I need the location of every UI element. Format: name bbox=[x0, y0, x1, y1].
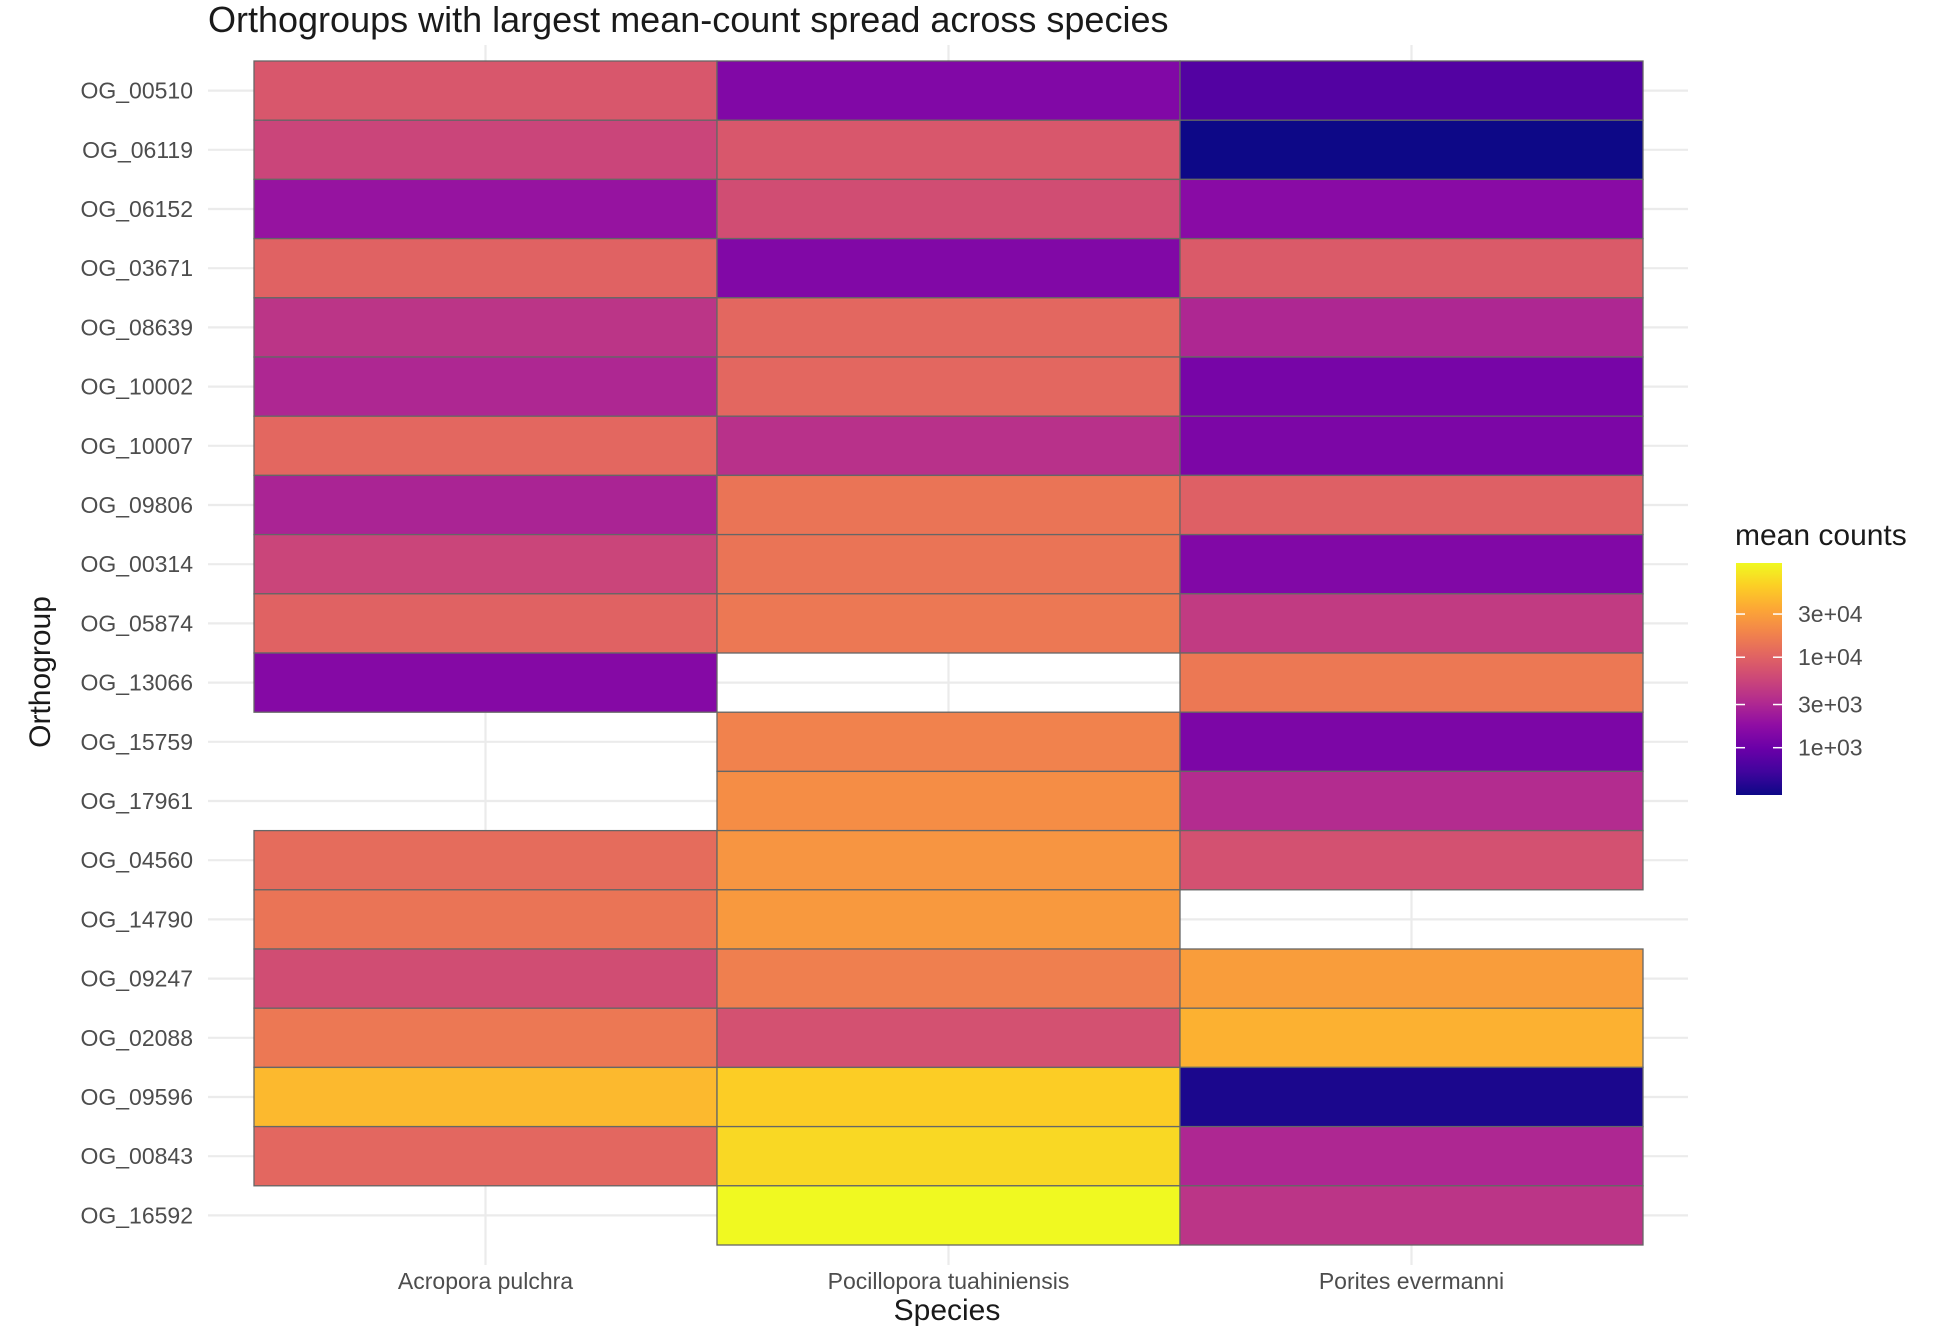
legend-label: 3e+04 bbox=[1798, 601, 1863, 627]
heatmap-cell bbox=[253, 356, 718, 417]
y-tick-label: OG_10007 bbox=[80, 433, 193, 459]
heatmap-cell bbox=[1179, 119, 1644, 181]
heatmap-cell bbox=[253, 297, 718, 358]
y-tick-label: OG_15759 bbox=[80, 729, 193, 755]
x-axis-title: Species bbox=[894, 1294, 1001, 1326]
heatmap-cell bbox=[1179, 415, 1644, 477]
heatmap-cell bbox=[1179, 1185, 1644, 1246]
heatmap-cell bbox=[716, 1066, 1181, 1128]
heatmap-cell bbox=[1179, 593, 1644, 654]
x-tick-label: Porites evermanni bbox=[1319, 1268, 1504, 1294]
y-tick-label: OG_04560 bbox=[80, 847, 193, 873]
y-tick-label: OG_00510 bbox=[80, 78, 193, 104]
y-tick-label: OG_13066 bbox=[80, 670, 193, 696]
y-tick-label: OG_00843 bbox=[80, 1143, 193, 1169]
x-tick-label: Acropora pulchra bbox=[398, 1268, 573, 1294]
heatmap-cell bbox=[716, 474, 1181, 536]
heatmap-cell bbox=[716, 415, 1181, 477]
heatmap-cell bbox=[716, 533, 1181, 595]
heatmap-cell bbox=[1179, 1007, 1644, 1069]
heatmap-cell bbox=[1179, 533, 1644, 595]
heatmap-cell bbox=[716, 237, 1181, 299]
heatmap-cell bbox=[716, 297, 1181, 358]
y-tick-label: OG_03671 bbox=[80, 255, 193, 281]
heatmap-cell bbox=[716, 60, 1181, 121]
y-tick-label: OG_16592 bbox=[80, 1202, 193, 1228]
heatmap-cell bbox=[1179, 178, 1644, 240]
y-tick-label: OG_06152 bbox=[80, 196, 193, 222]
y-tick-label: OG_05874 bbox=[80, 610, 193, 636]
heatmap-cell bbox=[716, 178, 1181, 240]
y-tick-label: OG_14790 bbox=[80, 906, 193, 932]
y-axis-title: Orthogroup bbox=[24, 596, 57, 748]
heatmap-cell bbox=[253, 415, 718, 477]
y-tick-label: OG_06119 bbox=[82, 137, 193, 163]
y-tick-label: OG_10002 bbox=[80, 374, 193, 400]
heatmap-cell bbox=[253, 593, 718, 654]
heatmap-cell bbox=[253, 237, 718, 299]
heatmap-cell bbox=[716, 770, 1181, 832]
y-tick-label: OG_02088 bbox=[80, 1025, 193, 1051]
heatmap-cell bbox=[1179, 948, 1644, 1009]
heatmap-cell bbox=[1179, 1125, 1644, 1187]
legend-label: 3e+03 bbox=[1798, 692, 1863, 718]
heatmap-cell bbox=[716, 948, 1181, 1009]
heatmap-cell bbox=[716, 119, 1181, 181]
heatmap-cell bbox=[716, 356, 1181, 417]
heatmap-cell bbox=[716, 593, 1181, 654]
heatmap-cell bbox=[1179, 1066, 1644, 1128]
legend-colorbar bbox=[1736, 563, 1782, 795]
heatmap-cell bbox=[716, 1185, 1181, 1246]
legend-label: 1e+03 bbox=[1798, 735, 1863, 761]
heatmap-cell bbox=[253, 178, 718, 240]
heatmap-cell bbox=[1179, 770, 1644, 832]
y-tick-label: OG_00314 bbox=[80, 551, 193, 577]
heatmap-cell bbox=[253, 533, 718, 595]
heatmap-cell bbox=[253, 652, 718, 713]
y-tick-label: OG_09247 bbox=[80, 966, 193, 992]
heatmap-cell bbox=[253, 119, 718, 181]
heatmap-cell bbox=[1179, 711, 1644, 773]
heatmap-cell bbox=[1179, 652, 1644, 713]
heatmap-cells bbox=[253, 60, 1644, 1246]
heatmap-cell bbox=[1179, 356, 1644, 417]
heatmap-cell bbox=[716, 1007, 1181, 1069]
chart-title: Orthogroups with largest mean-count spre… bbox=[208, 0, 1168, 40]
heatmap-cell bbox=[253, 60, 718, 121]
heatmap-cell bbox=[716, 829, 1181, 891]
heatmap-cell bbox=[1179, 297, 1644, 358]
heatmap-cell bbox=[1179, 474, 1644, 536]
heatmap-cell bbox=[253, 474, 718, 536]
x-axis-ticks: Acropora pulchra Pocillopora tuahiniensis… bbox=[398, 1268, 1504, 1294]
y-tick-label: OG_09596 bbox=[80, 1084, 193, 1110]
heatmap-cell bbox=[716, 889, 1181, 950]
x-tick-label: Pocillopora tuahiniensis bbox=[828, 1268, 1070, 1294]
y-tick-label: OG_17961 bbox=[80, 788, 193, 814]
heatmap-cell bbox=[253, 1125, 718, 1187]
y-tick-label: OG_09806 bbox=[80, 492, 193, 518]
legend-title: mean counts bbox=[1735, 519, 1907, 552]
color-legend: mean counts 1e+03 3e+03 1e+04 3e+04 bbox=[1735, 519, 1907, 795]
heatmap-cell bbox=[253, 1007, 718, 1069]
heatmap-cell bbox=[253, 948, 718, 1009]
heatmap-cell bbox=[1179, 829, 1644, 891]
y-tick-label: OG_08639 bbox=[80, 314, 193, 340]
heatmap-cell bbox=[253, 1066, 718, 1128]
heatmap-cell bbox=[716, 711, 1181, 773]
y-axis-ticks: OG_00510 OG_06119 OG_06152 OG_03671 OG_08639… bbox=[80, 78, 193, 1229]
heatmap-cell bbox=[716, 1125, 1181, 1187]
heatmap-cell bbox=[1179, 237, 1644, 299]
heatmap-cell bbox=[253, 889, 718, 950]
legend-label: 1e+04 bbox=[1798, 644, 1863, 670]
heatmap-cell bbox=[1179, 60, 1644, 121]
heatmap-cell bbox=[253, 829, 718, 891]
